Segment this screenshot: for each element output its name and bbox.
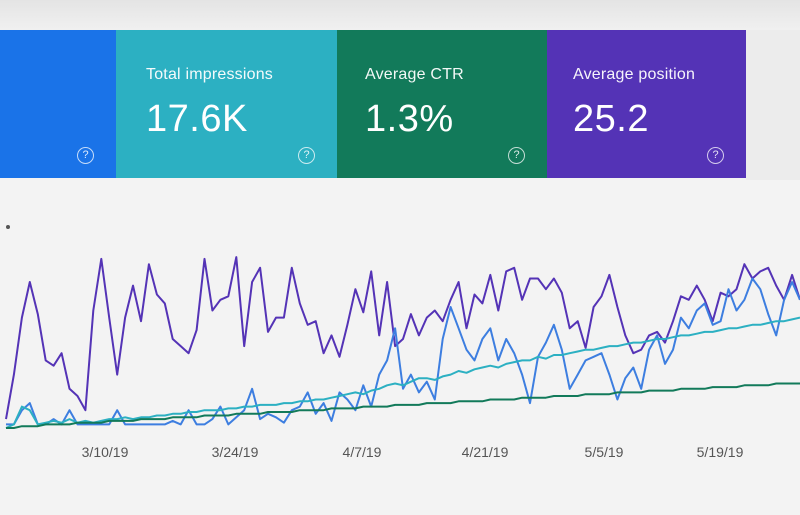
card-total-clicks[interactable]: ? [0,30,116,178]
series-line-3 [6,382,800,429]
card-average-ctr-label: Average CTR [365,66,464,83]
help-icon[interactable]: ? [508,147,525,164]
series-layer [5,256,800,429]
card-average-position-value: 25.2 [573,98,649,140]
x-tick-label: 5/5/19 [585,444,624,460]
help-icon[interactable]: ? [707,147,724,164]
card-total-impressions-label: Total impressions [146,66,274,83]
x-tick-label: 3/24/19 [212,444,259,460]
x-tick-label: 4/21/19 [462,444,509,460]
series-line-1 [6,277,800,426]
card-average-position-label: Average position [573,66,696,83]
series-line-2 [5,316,800,429]
card-average-position[interactable]: Average position 25.2 ? [547,30,746,178]
browser-top-strip [0,0,800,30]
help-icon[interactable]: ? [298,147,315,164]
series-line-0 [5,256,800,420]
performance-chart[interactable]: 3/10/19 3/24/19 4/7/19 4/21/19 5/5/19 5/19/19 [0,180,800,515]
summary-cards: ? Total impressions 17.6K ? Average CTR … [0,30,800,180]
card-average-ctr-value: 1.3% [365,98,454,140]
x-axis-ticks: 3/10/19 3/24/19 4/7/19 4/21/19 5/5/19 5/19/19 [82,444,744,460]
card-total-impressions[interactable]: Total impressions 17.6K ? [116,30,337,178]
right-panel-edge [746,30,800,180]
x-tick-label: 4/7/19 [343,444,382,460]
card-total-impressions-value: 17.6K [146,98,248,140]
x-tick-label: 5/19/19 [697,444,744,460]
chart-origin-dot [6,225,10,229]
x-tick-label: 3/10/19 [82,444,129,460]
card-average-ctr[interactable]: Average CTR 1.3% ? [337,30,547,178]
help-icon[interactable]: ? [77,147,94,164]
performance-chart-svg: 3/10/19 3/24/19 4/7/19 4/21/19 5/5/19 5/19/19 [5,225,800,460]
